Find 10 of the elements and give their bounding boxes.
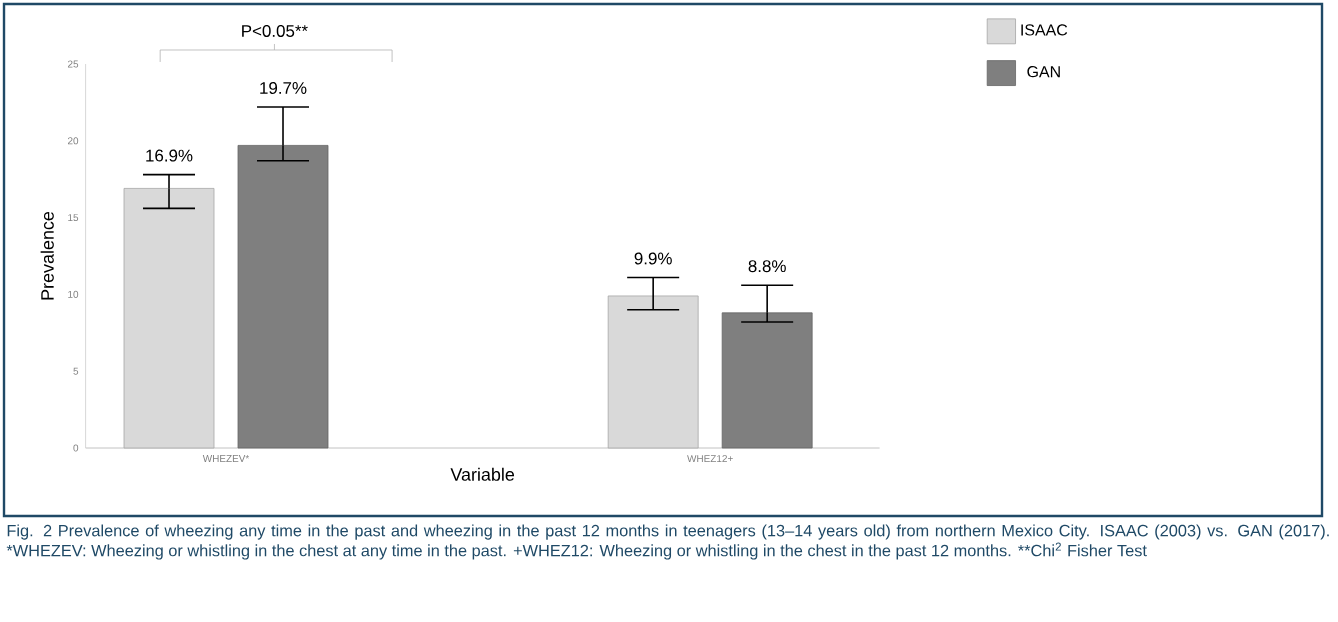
caption: Fig. 2 Prevalence of wheezing any time in the past and wheezing in the past 12 months in teenagers (13–14 years old) from northern Mexico City. ISAAC (2003) vs. GAN (2017). *WHEZEV: Wheezing or whistling in the chest at any time in the past. +WHEZ12: Wheezing or whistling in the chest in the past 12 months. **Chi$^{2}$ Fisher Test <box>6 524 1329 560</box>
data-label: 8.8% <box>748 260 786 273</box>
bar <box>237 145 329 449</box>
data-label: 16.9% <box>146 149 193 162</box>
x-axis-title: Variable <box>450 467 515 481</box>
data-label: 9.9% <box>634 252 672 265</box>
data-label: 19.7% <box>260 81 307 94</box>
bar <box>721 312 813 449</box>
y-axis-title: Prevalence <box>40 211 54 300</box>
text: P<0.05** <box>242 24 308 37</box>
